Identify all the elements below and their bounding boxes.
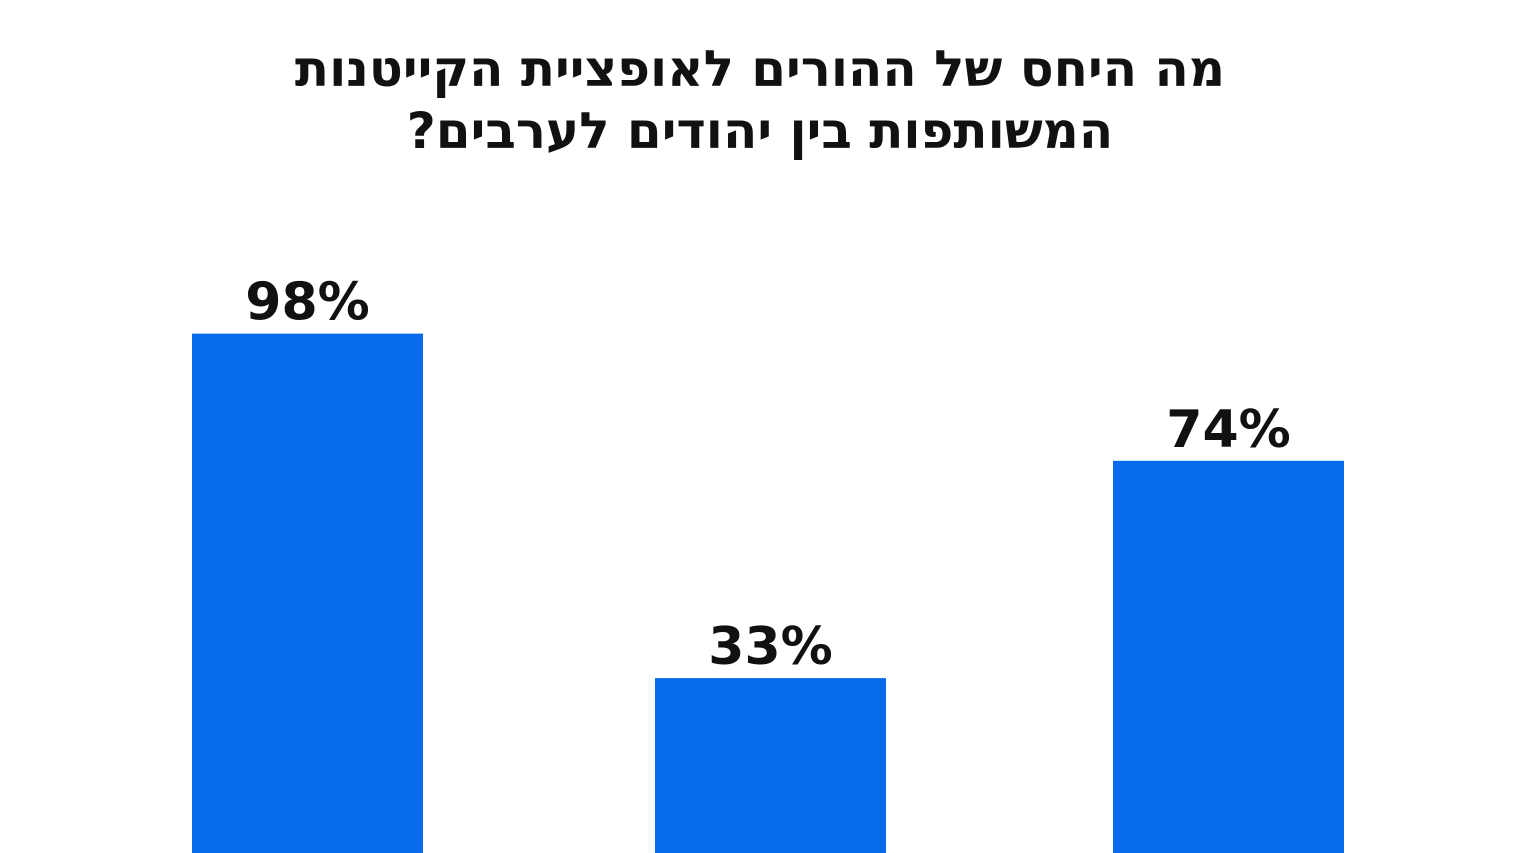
bar-2	[655, 678, 886, 853]
bar-2-value-label: 33%	[708, 617, 832, 677]
bar-1-value-label: 98%	[245, 273, 369, 333]
chart-title-line-2: המשותפות בין יהודים לערבים?	[406, 102, 1114, 160]
chart-title-line-1: מה היחס של ההורים לאופציית הקייטנות	[294, 40, 1226, 98]
bar-3-value-label: 74%	[1166, 400, 1290, 460]
bar-1	[192, 333, 423, 853]
bar-3	[1113, 460, 1344, 853]
